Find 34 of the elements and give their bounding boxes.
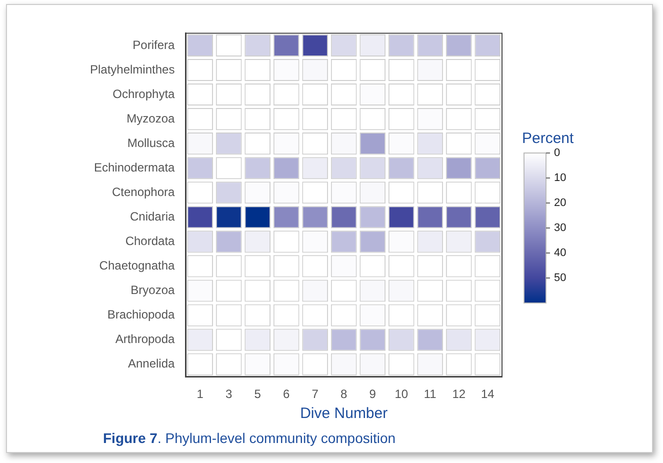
y-tick-label: Porifera [132, 38, 176, 52]
x-tick-label: 9 [369, 387, 376, 402]
y-tick-label: Brachiopoda [107, 308, 176, 322]
y-tick-label: Platyhelminthes [90, 62, 175, 76]
color-bar-title: Percent [522, 130, 575, 147]
color-bar-label: 0 [554, 147, 560, 160]
x-tick-label: 5 [254, 387, 262, 402]
color-bar-label: 10 [554, 172, 566, 184]
y-tick-label: Chaetognatha [99, 258, 176, 273]
x-tick-label: 8 [340, 387, 348, 402]
color-bar-label: 30 [554, 222, 566, 234]
y-tick-label: Bryozoa [130, 283, 176, 298]
color-bar-label: 40 [554, 247, 566, 260]
x-tick-label: 7 [312, 387, 319, 402]
y-tick-label: Ochrophyta [112, 86, 176, 101]
y-tick-label: Cnidaria [130, 209, 176, 224]
x-axis-title: Dive Number [300, 405, 388, 422]
y-tick-label: Arthropoda [115, 332, 176, 346]
x-tick-label: 3 [225, 387, 232, 402]
x-tick-label: 11 [424, 387, 437, 402]
y-tick-label: Mollusca [127, 136, 176, 150]
x-tick-label: 12 [452, 387, 466, 402]
color-bar-label: 50 [554, 272, 566, 284]
caption: Figure 7. Phylum-level community composition [103, 430, 396, 446]
x-tick-label: 1 [196, 387, 204, 402]
x-tick-label: 14 [480, 387, 495, 402]
x-tick-label: 6 [283, 387, 290, 402]
y-tick-label: Echinodermata [94, 160, 176, 174]
y-tick-label: Annelida [128, 356, 176, 371]
x-tick-label: 10 [394, 387, 408, 402]
y-tick-label: Myzozoa [126, 111, 176, 126]
y-tick-label: Chordata [125, 234, 176, 248]
y-tick-label: Ctenophora [112, 184, 176, 199]
color-bar-label: 20 [554, 197, 566, 210]
